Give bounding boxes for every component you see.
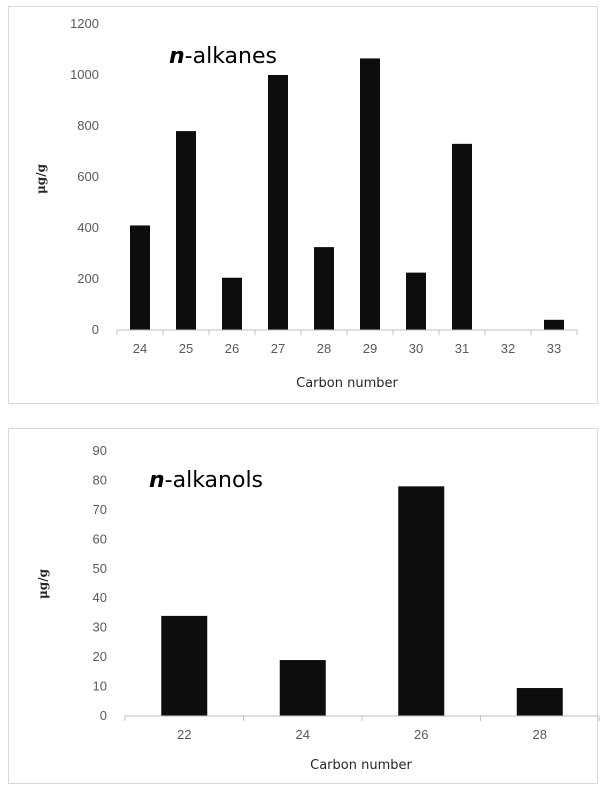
alkanols-x-axis-label: Carbon number — [310, 758, 412, 773]
alkanols-y-tick-label: 80 — [93, 472, 107, 487]
alkanes-chart-panel: n-alkanes Carbon number μg/g 0 200 400 600 8… — [8, 6, 598, 404]
alkanes-x-tick-label: 27 — [271, 341, 285, 356]
alkanols-x-tick-label: 26 — [414, 727, 428, 742]
alkanols-x-tick-label: 22 — [177, 727, 191, 742]
alkanols-bar — [161, 615, 208, 716]
alkanes-y-tick-label: 1000 — [70, 67, 99, 82]
alkanols-y-tick-label: 90 — [93, 443, 107, 458]
alkanes-bar — [268, 75, 288, 330]
alkanes-x-tick-label: 29 — [363, 341, 377, 356]
alkanes-y-tick-label: 400 — [77, 220, 99, 235]
alkanes-x-tick-label: 33 — [547, 341, 561, 356]
alkanes-x-tick-label: 32 — [501, 341, 515, 356]
alkanols-y-tick-label: 60 — [93, 531, 107, 546]
alkanes-chart: n-alkanes Carbon number μg/g 0 200 400 600 8… — [34, 16, 578, 391]
alkanols-bar — [398, 486, 445, 716]
alkanols-y-tick-label: 30 — [93, 620, 107, 635]
alkanes-bar — [452, 143, 472, 330]
alkanols-y-axis-label: μg/g — [36, 568, 50, 599]
alkanols-y-tick-label: 10 — [93, 679, 107, 694]
alkanes-y-tick-label: 200 — [77, 271, 99, 286]
alkanes-bar — [222, 277, 242, 330]
alkanes-x-tick-label: 28 — [317, 341, 331, 356]
alkanes-x-axis-label: Carbon number — [296, 376, 398, 391]
alkanols-y-tick-label: 70 — [93, 502, 107, 517]
alkanols-chart-panel: n-alkanols Carbon number μg/g 0 10 20 30 40 5… — [8, 428, 600, 784]
alkanols-bar — [279, 660, 326, 716]
alkanes-chart-title: n-alkanes — [169, 44, 277, 69]
alkanes-bar — [544, 319, 564, 330]
alkanes-bar — [130, 225, 150, 330]
alkanes-y-axis-label: μg/g — [34, 163, 48, 194]
alkanols-x-tick-label: 24 — [296, 727, 310, 742]
alkanes-bar — [406, 272, 426, 330]
alkanols-x-tick-label: 28 — [533, 727, 547, 742]
alkanols-y-tick-label: 40 — [93, 590, 107, 605]
alkanols-y-tick-label: 50 — [93, 561, 107, 576]
alkanols-y-tick-label: 20 — [93, 649, 107, 664]
alkanes-bar — [314, 247, 334, 330]
alkanes-x-tick-label: 25 — [179, 341, 193, 356]
alkanes-x-tick-label: 24 — [133, 341, 147, 356]
alkanes-x-tick-label: 31 — [455, 341, 469, 356]
alkanes-x-tick-label: 30 — [409, 341, 423, 356]
alkanols-chart: n-alkanols Carbon number μg/g 0 10 20 30 40 5… — [36, 443, 600, 773]
alkanols-y-tick-label: 0 — [100, 708, 107, 723]
alkanes-bar — [176, 131, 196, 330]
alkanes-y-tick-label: 800 — [77, 118, 99, 133]
alkanes-y-tick-label: 600 — [77, 169, 99, 184]
alkanols-bar — [516, 688, 563, 716]
alkanols-chart-title: n-alkanols — [149, 468, 263, 493]
alkanes-x-tick-label: 26 — [225, 341, 239, 356]
alkanes-bar — [360, 58, 380, 331]
alkanes-y-tick-label: 1200 — [70, 16, 99, 31]
alkanes-y-tick-label: 0 — [92, 322, 99, 337]
